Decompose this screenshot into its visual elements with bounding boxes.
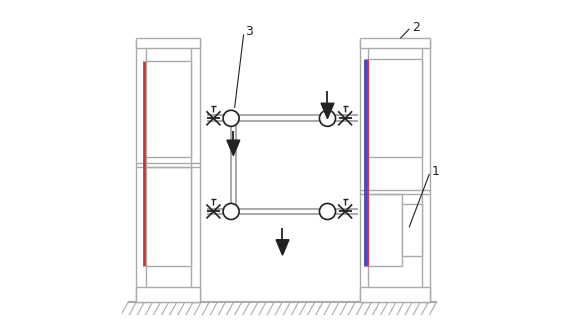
Bar — [368, 59, 422, 157]
Text: 3: 3 — [246, 25, 254, 39]
Bar — [136, 40, 146, 302]
Bar — [402, 203, 422, 256]
Polygon shape — [227, 140, 240, 156]
Polygon shape — [276, 240, 289, 255]
Bar — [368, 194, 402, 266]
Bar — [146, 61, 191, 157]
Text: 2: 2 — [412, 21, 420, 34]
Text: 1: 1 — [432, 165, 440, 178]
Bar — [360, 287, 431, 302]
Bar — [191, 40, 200, 302]
Bar — [360, 40, 368, 302]
Polygon shape — [321, 103, 334, 119]
Bar — [360, 38, 431, 48]
Circle shape — [319, 110, 336, 126]
Circle shape — [223, 110, 239, 126]
Bar — [422, 40, 431, 302]
Bar — [146, 167, 191, 266]
Bar — [136, 287, 200, 302]
Circle shape — [319, 203, 336, 219]
Circle shape — [223, 203, 239, 219]
Bar — [136, 38, 200, 48]
